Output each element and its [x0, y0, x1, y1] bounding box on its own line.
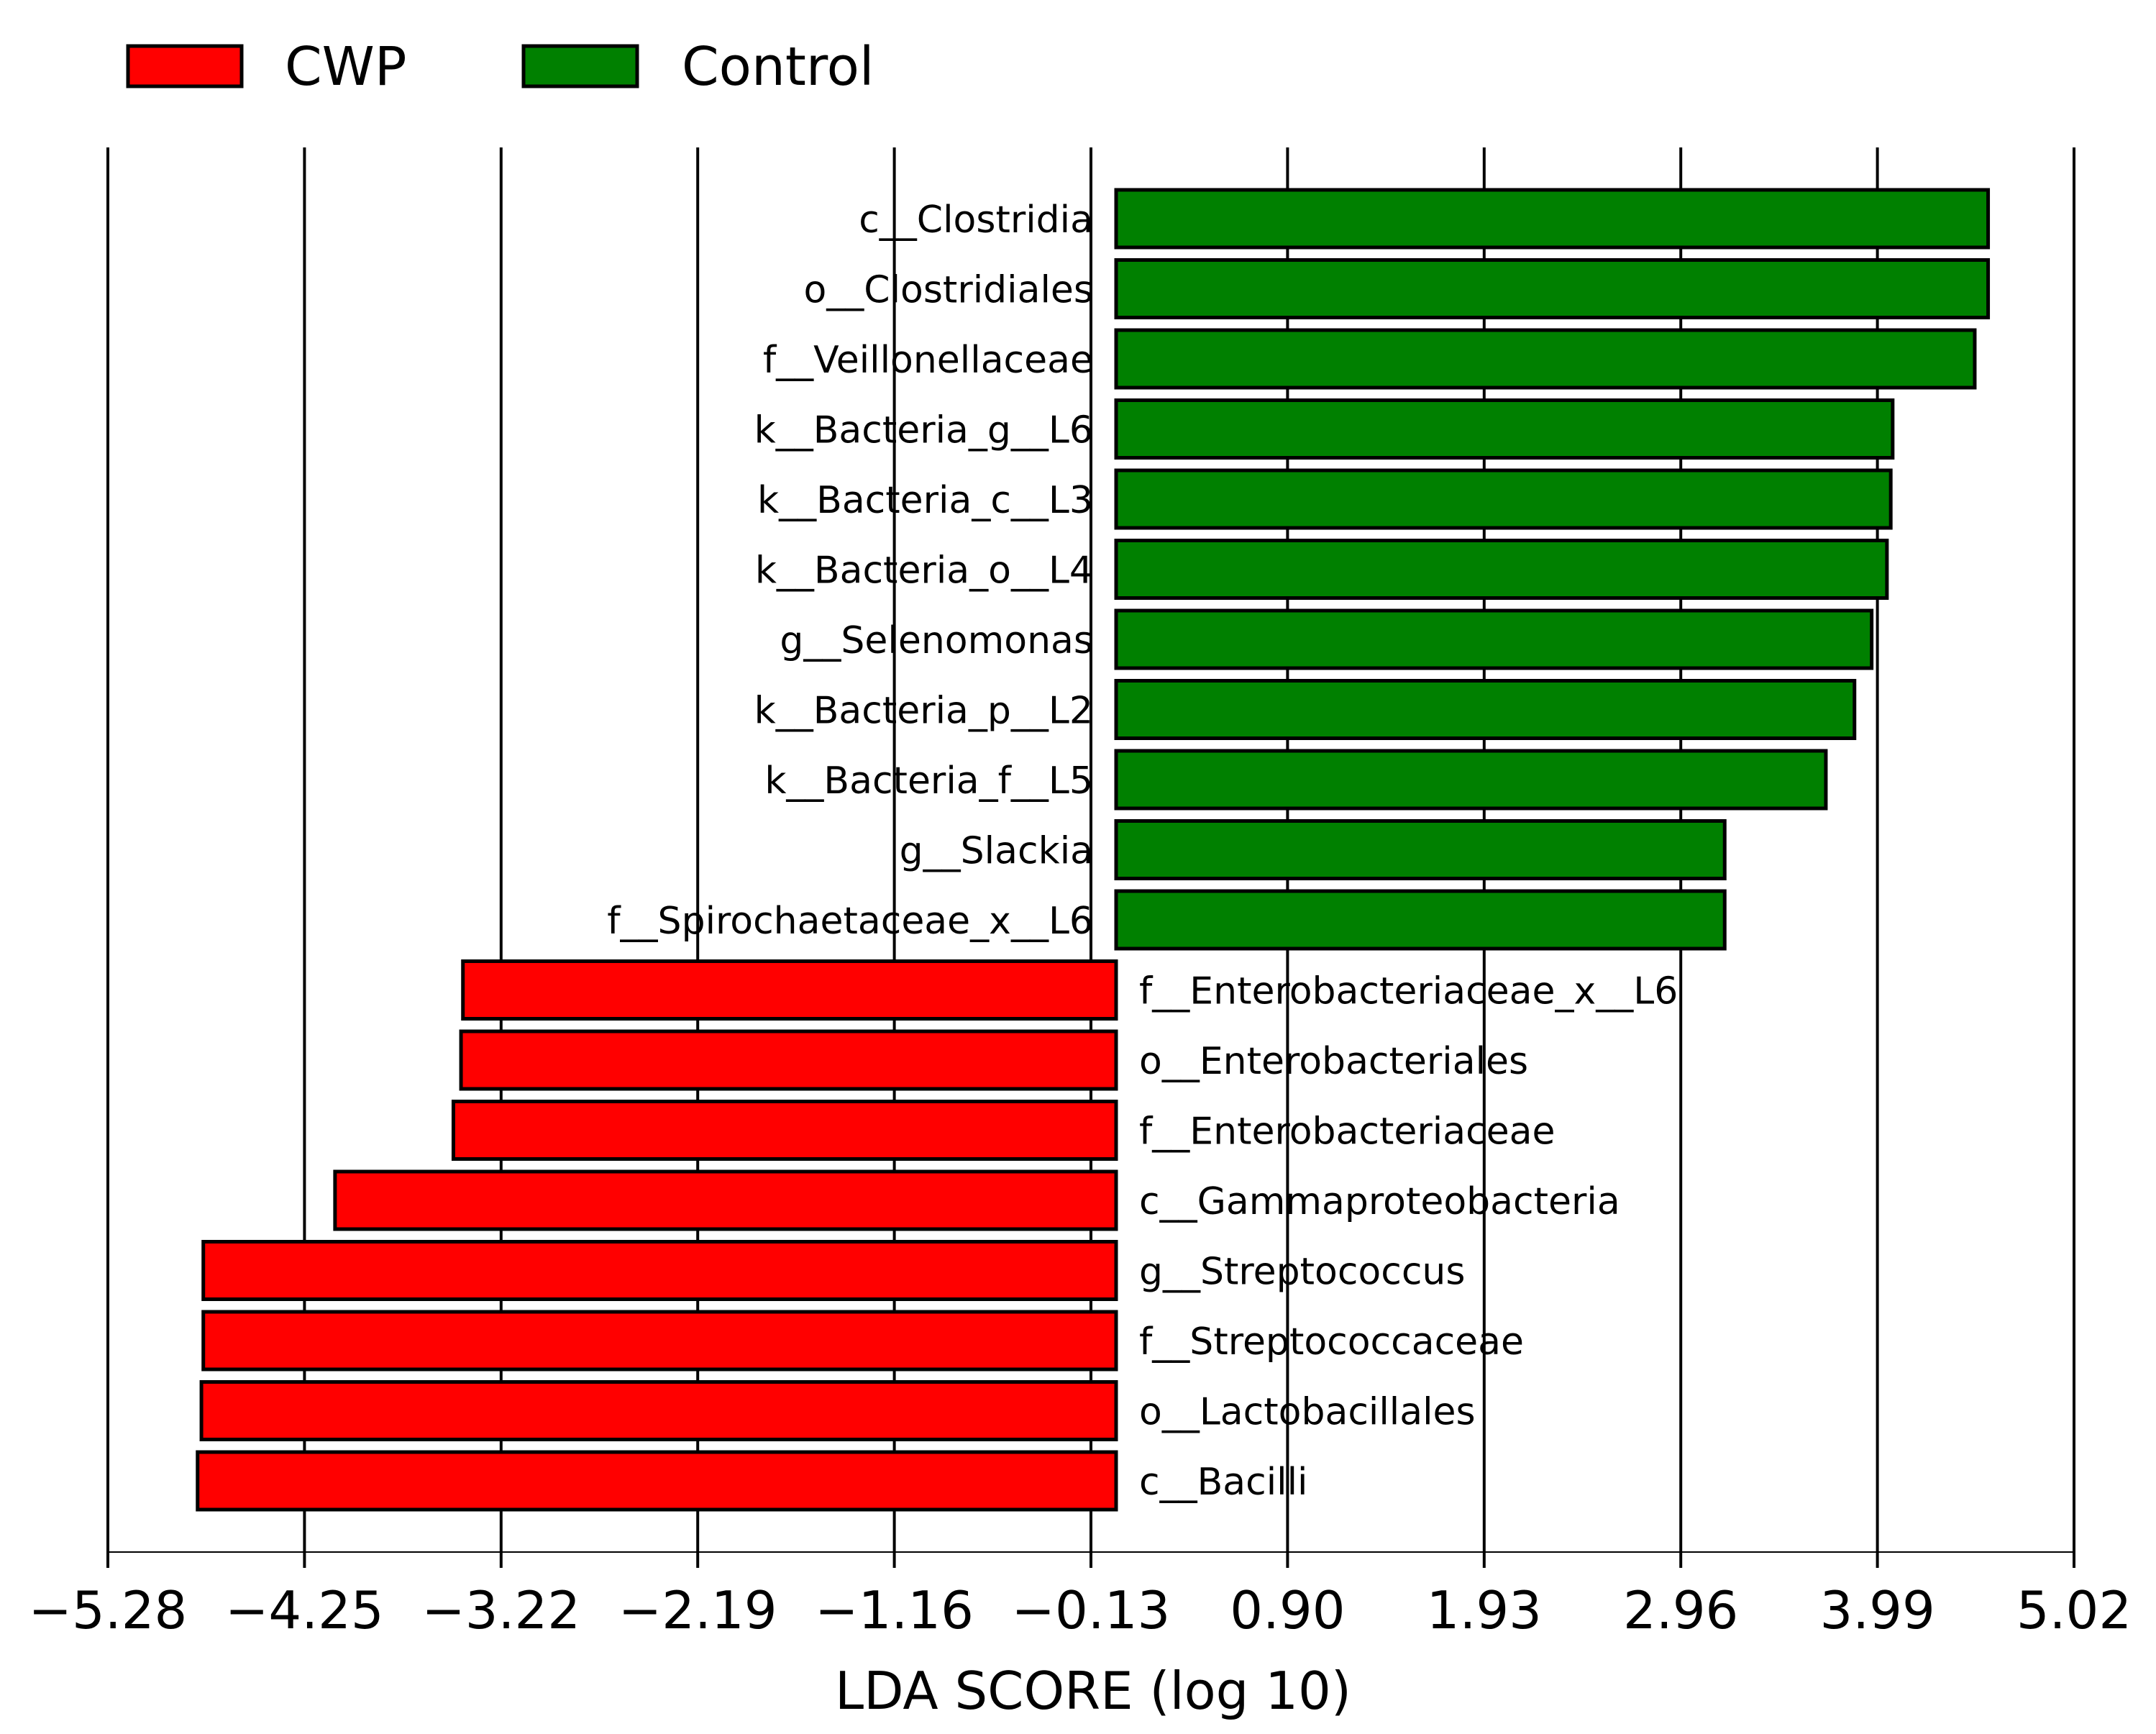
bar-g-slackia	[1114, 819, 1727, 880]
x-tick-label: −3.22	[421, 1580, 580, 1641]
bar-label: f__Veillonellaceae	[763, 339, 1093, 382]
legend-swatch-cwp	[126, 44, 244, 88]
bar-label: o__Clostridiales	[803, 269, 1093, 312]
bar-label: k__Bacteria_f__L5	[764, 759, 1093, 803]
x-tick-label: 2.96	[1623, 1580, 1738, 1641]
bar-k-bacteria-f-l5	[1114, 749, 1828, 811]
bar-c-gammaproteobacteria	[333, 1169, 1118, 1231]
x-tick-label: 0.90	[1230, 1580, 1345, 1641]
bar-label: g__Slackia	[900, 830, 1093, 873]
bar-g-selenomonas	[1114, 608, 1874, 670]
bar-f-enterobacteriaceae-x-l6	[461, 959, 1118, 1021]
x-tick-label: −1.16	[815, 1580, 974, 1641]
bars	[196, 188, 1991, 1512]
bar-c-clostridia	[1114, 188, 1991, 250]
bar-k-bacteria-c-l3	[1114, 468, 1893, 530]
legend-label-cwp: CWP	[285, 36, 406, 98]
bar-o-enterobacteriales	[459, 1029, 1118, 1091]
bar-o-lactobacillales	[199, 1380, 1118, 1441]
bar-label: f__Streptococcaceae	[1139, 1320, 1524, 1364]
bar-f-veillonellaceae	[1114, 328, 1977, 390]
bar-label: c__Clostridia	[859, 199, 1093, 242]
bar-label: k__Bacteria_c__L3	[757, 479, 1093, 522]
bar-label: c__Gammaproteobacteria	[1139, 1180, 1620, 1223]
bar-c-bacilli	[196, 1450, 1118, 1512]
bar-k-bacteria-o-l4	[1114, 539, 1889, 600]
bar-label: f__Enterobacteriaceae	[1139, 1110, 1556, 1154]
bar-label: k__Bacteria_g__L6	[754, 409, 1093, 452]
legend-swatch-control	[521, 44, 639, 88]
bar-label: o__Enterobacteriales	[1139, 1040, 1528, 1083]
x-axis: −5.28 −4.25 −3.22 −2.19 −1.16 −0.13 0.90 1.93 2.…	[29, 1551, 2132, 1641]
bar-k-bacteria-p-l2	[1114, 679, 1857, 740]
bar-f-streptococcaceae	[201, 1310, 1118, 1372]
bar-label: k__Bacteria_p__L2	[754, 690, 1093, 733]
x-tick-label: 1.93	[1427, 1580, 1542, 1641]
bar-label: g__Selenomonas	[780, 619, 1093, 662]
x-axis-title: LDA SCORE (log 10)	[835, 1661, 1351, 1721]
x-tick-label: −0.13	[1012, 1580, 1171, 1641]
bar-o-clostridiales	[1114, 258, 1991, 319]
bar-label: f__Spirochaetaceae_x__L6	[607, 900, 1093, 943]
legend: CWP Control	[126, 36, 874, 98]
x-tick-label: 3.99	[1819, 1580, 1935, 1641]
bar-f-enterobacteriaceae	[451, 1100, 1118, 1161]
bar-labels: c__Clostridia o__Clostridiales f__Veillone…	[607, 199, 1678, 1504]
bar-g-streptococcus	[201, 1240, 1118, 1301]
x-tick-label: −2.19	[618, 1580, 777, 1641]
x-tick-label: −5.28	[29, 1580, 188, 1641]
bar-label: f__Enterobacteriaceae_x__L6	[1139, 970, 1678, 1013]
legend-label-control: Control	[682, 36, 874, 98]
x-tick-label: −4.25	[225, 1580, 384, 1641]
bar-label: o__Lactobacillales	[1139, 1391, 1476, 1434]
bar-label: c__Bacilli	[1139, 1461, 1308, 1504]
x-tick-label: 5.02	[2016, 1580, 2132, 1641]
bar-label: k__Bacteria_o__L4	[755, 549, 1093, 593]
bar-k-bacteria-g-l6	[1114, 398, 1895, 460]
bar-label: g__Streptococcus	[1139, 1251, 1465, 1294]
bar-f-spirochaetaceae-x-l6	[1114, 889, 1727, 951]
